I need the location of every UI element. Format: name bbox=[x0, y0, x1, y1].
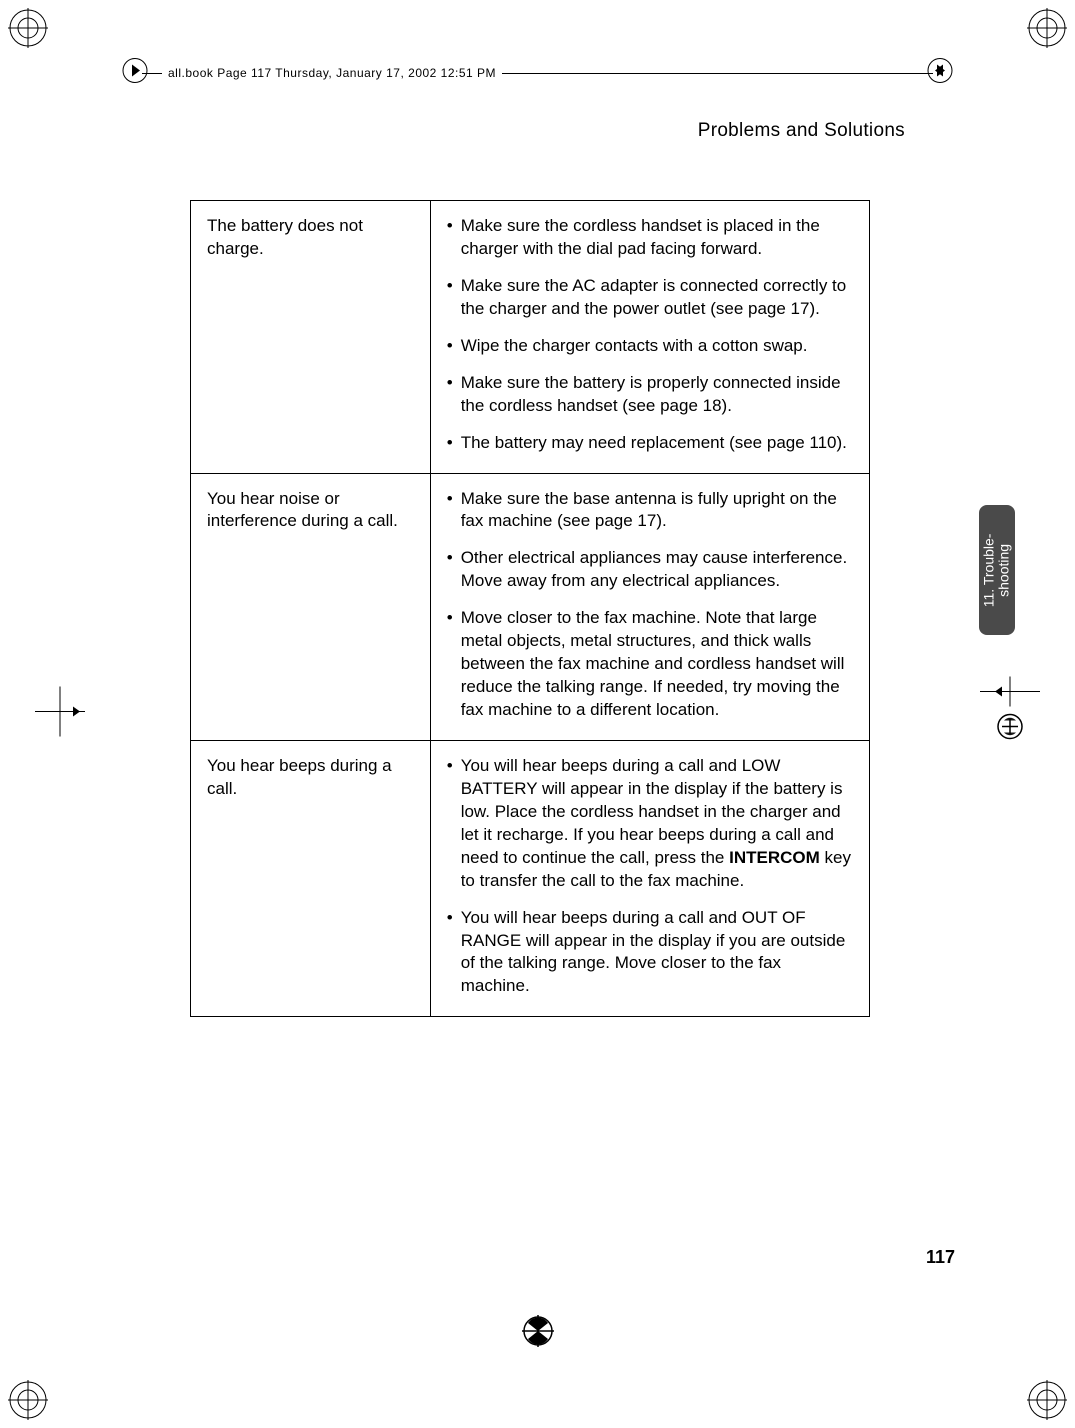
solution-bullet: •Make sure the cordless handset is place… bbox=[447, 215, 853, 261]
solution-text: Move closer to the fax machine. Note tha… bbox=[461, 607, 853, 722]
running-header-text: all.book Page 117 Thursday, January 17, … bbox=[162, 66, 502, 80]
problem-cell: The battery does not charge. bbox=[191, 201, 431, 474]
solution-text: Make sure the base antenna is fully upri… bbox=[461, 488, 853, 534]
problem-cell: You hear beeps during a call. bbox=[191, 740, 431, 1016]
page-number: 117 bbox=[926, 1247, 955, 1268]
crop-mark-top-left bbox=[8, 8, 48, 48]
solution-cell: • You will hear beeps during a call and … bbox=[430, 740, 869, 1016]
solution-bullet: •Make sure the base antenna is fully upr… bbox=[447, 488, 853, 534]
problem-text: You hear noise or interference during a … bbox=[207, 489, 398, 531]
problem-cell: You hear noise or interference during a … bbox=[191, 473, 431, 740]
bullet-icon: • bbox=[447, 607, 461, 722]
header-arrow-left-icon bbox=[122, 58, 148, 89]
bullet-icon: • bbox=[447, 215, 461, 261]
solution-bullet: •Wipe the charger contacts with a cotton… bbox=[447, 335, 853, 358]
header-arrow-right-icon bbox=[927, 58, 953, 89]
crop-mark-top-right bbox=[1027, 8, 1067, 48]
spine-mark-left bbox=[35, 687, 85, 742]
solution-text: Make sure the cordless handset is placed… bbox=[461, 215, 853, 261]
table-row: You hear beeps during a call. • You will… bbox=[191, 740, 870, 1016]
table-row: The battery does not charge. •Make sure … bbox=[191, 201, 870, 474]
bullet-icon: • bbox=[447, 372, 461, 418]
solution-text: Make sure the AC adapter is connected co… bbox=[461, 275, 853, 321]
bullet-icon: • bbox=[447, 547, 461, 593]
chapter-tab: 11. Trouble- shooting bbox=[979, 505, 1015, 635]
bullet-icon: • bbox=[447, 335, 461, 358]
problem-text: The battery does not charge. bbox=[207, 216, 363, 258]
solution-cell: •Make sure the cordless handset is place… bbox=[430, 201, 869, 474]
solution-text: The battery may need replacement (see pa… bbox=[461, 432, 853, 455]
bullet-icon: • bbox=[447, 907, 461, 999]
solution-text: You will hear beeps during a call and LO… bbox=[461, 755, 853, 893]
solution-bullet: •Other electrical appliances may cause i… bbox=[447, 547, 853, 593]
bullet-icon: • bbox=[447, 432, 461, 455]
solution-bullet: •Move closer to the fax machine. Note th… bbox=[447, 607, 853, 722]
solution-text: Make sure the battery is properly connec… bbox=[461, 372, 853, 418]
solution-bullet: •Make sure the AC adapter is connected c… bbox=[447, 275, 853, 321]
problem-text: You hear beeps during a call. bbox=[207, 756, 392, 798]
solution-bullet: •Make sure the battery is properly conne… bbox=[447, 372, 853, 418]
table-row: You hear noise or interference during a … bbox=[191, 473, 870, 740]
bottom-center-mark bbox=[518, 1311, 558, 1356]
solution-cell: •Make sure the base antenna is fully upr… bbox=[430, 473, 869, 740]
solution-text: Other electrical appliances may cause in… bbox=[461, 547, 853, 593]
bullet-icon: • bbox=[447, 488, 461, 534]
solution-bullet: •The battery may need replacement (see p… bbox=[447, 432, 853, 455]
bullet-icon: • bbox=[447, 275, 461, 321]
crop-mark-bottom-left bbox=[8, 1380, 48, 1420]
spine-mark-right bbox=[980, 677, 1040, 752]
solution-bullet: • You will hear beeps during a call and … bbox=[447, 907, 853, 999]
chapter-tab-text: 11. Trouble- shooting bbox=[982, 533, 1013, 607]
troubleshooting-table: The battery does not charge. •Make sure … bbox=[190, 200, 870, 1017]
solution-text: You will hear beeps during a call and OU… bbox=[461, 907, 853, 999]
solution-bullet: • You will hear beeps during a call and … bbox=[447, 755, 853, 893]
running-header: all.book Page 117 Thursday, January 17, … bbox=[82, 56, 993, 90]
crop-mark-bottom-right bbox=[1027, 1380, 1067, 1420]
section-title: Problems and Solutions bbox=[698, 120, 905, 142]
bullet-icon: • bbox=[447, 755, 461, 893]
solution-text: Wipe the charger contacts with a cotton … bbox=[461, 335, 853, 358]
